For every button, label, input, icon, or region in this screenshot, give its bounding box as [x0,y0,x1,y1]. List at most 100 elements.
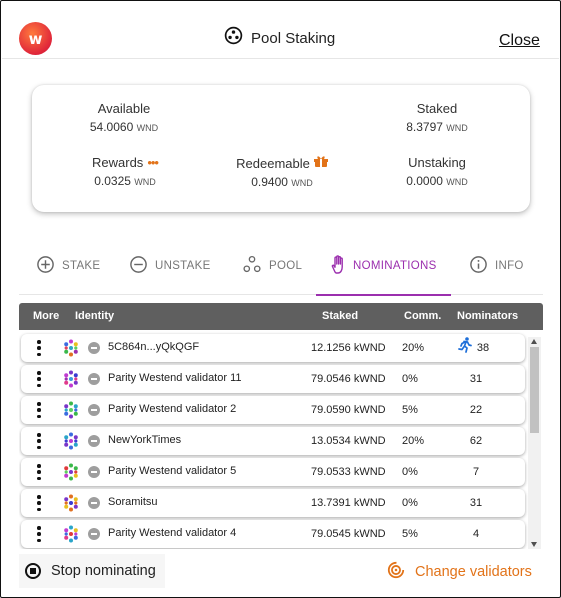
info-icon [469,255,488,277]
validator-nominators: 62 [469,435,483,447]
tab-pool-label: POOL [269,260,303,272]
col-identity[interactable]: Identity [75,310,115,322]
minus-circle-icon [88,435,100,447]
plus-circle-icon [36,255,55,277]
validator-staked: 79.0533 kWND [311,466,386,478]
tab-bar: STAKE UNSTAKE POOL NOMINATIONS INFO [19,237,543,296]
unstaking-unit: WND [446,177,468,187]
available-value: 54.0060 WND [68,120,180,134]
table-row[interactable]: Parity Westend validator 5 79.0533 kWND … [21,458,525,486]
unstaking-value: 0.0000 WND [382,174,492,188]
table-row[interactable]: Parity Westend validator 2 79.0590 kWND … [21,396,525,424]
staked-amount: 8.3797 [406,120,443,134]
minus-circle-icon [88,404,100,416]
available-label: Available [97,101,151,116]
tab-pool[interactable]: POOL [242,237,302,295]
col-staked[interactable]: Staked [322,310,359,322]
validators-table-body: 5C864n...yQkQGF 12.1256 kWND 20% 38 Pari… [19,330,543,549]
table-row[interactable]: Parity Westend validator 4 79.0545 kWND … [21,520,525,548]
title-group: Pool Staking [224,26,335,50]
more-options-icon[interactable] [37,464,41,480]
validator-identity: Parity Westend validator 11 [108,372,242,384]
more-options-icon[interactable] [37,526,41,542]
redeemable-stat: Redeemable 0.9400 WND [220,155,344,189]
validators-table-header: More Identity Staked Comm. Nominators [19,303,543,330]
validator-identity: Parity Westend validator 4 [108,527,237,539]
stop-nominating-button[interactable]: Stop nominating [19,554,165,588]
validator-staked: 12.1256 kWND [311,342,386,354]
stop-icon [25,563,41,579]
tab-stake[interactable]: STAKE [36,237,100,295]
redeemable-unit: WND [291,178,313,188]
more-options-icon[interactable] [37,433,41,449]
table-row[interactable]: Soramitsu 13.7391 kWND 0% 31 [21,489,525,517]
tab-info-label: INFO [495,260,524,272]
rewards-label: Rewards [92,155,144,170]
redeemable-label: Redeemable [236,155,310,171]
validator-commission: 20% [402,342,425,354]
running-person-icon [458,337,472,356]
minus-circle-icon [88,373,100,385]
staked-stat: Staked 8.3797 WND [382,101,492,134]
tab-unstake[interactable]: UNSTAKE [129,237,211,295]
more-options-icon[interactable] [37,495,41,511]
target-icon [387,561,405,583]
validator-nominators: 7 [472,466,480,478]
validator-commission: 5% [402,404,418,416]
close-button[interactable]: Close [499,32,540,49]
scroll-up-arrow-icon[interactable] [531,339,537,344]
tab-nominations[interactable]: NOMINATIONS [316,237,451,296]
validator-nominators: 31 [469,497,483,509]
header: w Pool Staking Close [2,2,559,59]
table-row[interactable]: Parity Westend validator 11 79.0546 kWND… [21,365,525,393]
more-dots-icon[interactable]: ••• [147,155,159,170]
minus-circle-icon [129,255,148,277]
redeemable-label-row: Redeemable [220,155,344,171]
rewards-label-row: Rewards ••• [72,155,178,170]
page-title: Pool Staking [251,29,336,47]
unstaking-amount: 0.0000 [406,174,443,188]
validator-identity: 5C864n...yQkQGF [108,341,200,353]
table-scrollbar[interactable] [528,337,541,549]
hand-icon [330,254,346,278]
app-logo: w [19,22,52,55]
validator-staked: 79.0590 kWND [311,404,386,416]
rewards-amount: 0.0325 [94,174,131,188]
tab-nominations-label: NOMINATIONS [353,260,437,272]
balance-summary-card: Available 54.0060 WND Staked 8.3797 WND … [32,85,530,212]
validator-nominators: 4 [472,528,480,540]
more-options-icon[interactable] [37,402,41,418]
pool-icon [242,255,262,277]
change-validators-button[interactable]: Change validators [387,561,532,583]
validator-nominators: 22 [469,404,483,416]
stop-nominating-label: Stop nominating [51,563,156,579]
identicon-icon [62,370,80,391]
tab-unstake-label: UNSTAKE [155,260,211,272]
more-options-icon[interactable] [37,371,41,387]
unstaking-stat: Unstaking 0.0000 WND [382,155,492,188]
table-row[interactable]: 5C864n...yQkQGF 12.1256 kWND 20% 38 [21,334,525,362]
scrollbar-thumb[interactable] [530,347,539,433]
minus-circle-icon [88,528,100,540]
validator-commission: 0% [402,373,418,385]
tab-stake-label: STAKE [62,260,101,272]
staked-unit: WND [446,123,468,133]
validator-commission: 20% [402,435,425,447]
col-nominators[interactable]: Nominators [457,310,519,322]
rewards-stat: Rewards ••• 0.0325 WND [72,155,178,188]
minus-circle-icon [88,497,100,509]
col-comm[interactable]: Comm. [404,310,442,322]
rewards-value: 0.0325 WND [72,174,178,188]
validator-commission: 5% [402,528,418,540]
more-options-icon[interactable] [37,340,41,356]
redeem-icon[interactable] [313,155,328,171]
table-row[interactable]: NewYorkTimes 13.0534 kWND 20% 62 [21,427,525,455]
tab-info[interactable]: INFO [469,237,524,295]
scroll-down-arrow-icon[interactable] [531,542,537,547]
change-validators-label: Change validators [415,564,532,580]
identicon-icon [62,339,80,360]
available-stat: Available 54.0060 WND [68,101,180,134]
staked-label: Staked [416,101,458,116]
col-more: More [33,310,60,322]
